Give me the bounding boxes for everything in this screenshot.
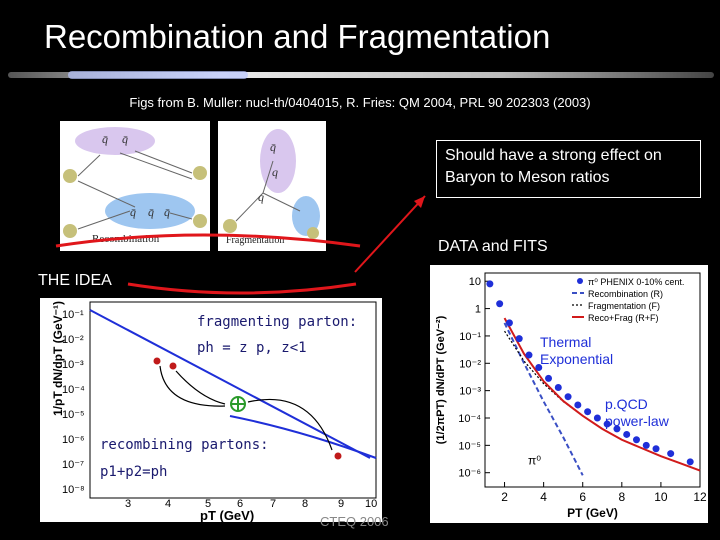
- chart-xlabel: PT (GeV): [567, 506, 618, 520]
- xtick: 8: [302, 498, 309, 510]
- recombining-formula: p1+p2=ph: [100, 464, 168, 480]
- ytick: 10⁻¹: [62, 309, 84, 321]
- data-point: [632, 436, 640, 444]
- data-point: [525, 351, 533, 359]
- legend-entry: Fragmentation (F): [588, 301, 660, 311]
- plot-frame: [484, 272, 701, 488]
- idea-plot: 1/pT dN/dpT (GeV⁻¹) 10⁻¹ 10⁻² 10⁻³ 10⁻⁴ …: [40, 298, 382, 523]
- ytick: 10⁻⁵: [62, 409, 85, 421]
- source-citation: Figs from B. Muller: nucl-th/0404015, R.…: [129, 95, 591, 110]
- data-point: [574, 401, 582, 409]
- xtick-label: 2: [501, 490, 508, 504]
- data-point: [652, 445, 660, 453]
- svg-text:1/pT dN/dpT (GeV⁻¹): 1/pT dN/dpT (GeV⁻¹): [51, 301, 65, 416]
- thermal-label: Thermal Exponential: [540, 334, 613, 367]
- recombination-diagram: q̄ q̄ q̄ q̄ q̄ Recombination: [60, 121, 210, 251]
- xtick: 9: [338, 498, 345, 510]
- data-point: [545, 374, 553, 382]
- ytick-label: 10⁻⁶: [458, 468, 481, 480]
- ytick: 10⁻⁷: [62, 459, 85, 471]
- ytick-label: 10⁻⁵: [458, 440, 481, 452]
- xtick: 6: [237, 498, 244, 510]
- ytick: 10⁻³: [62, 359, 84, 371]
- data-point: [554, 384, 562, 392]
- page-title: Recombination and Fragmentation: [44, 18, 551, 55]
- xtick: 10: [365, 498, 378, 510]
- svg-text:q̄: q̄: [102, 132, 108, 146]
- fragmentation-drawing: q̄ q q: [223, 129, 320, 239]
- xtick: 5: [205, 498, 212, 510]
- data-point: [564, 393, 572, 401]
- svg-text:q̄: q̄: [164, 205, 170, 219]
- svg-text:q̄: q̄: [130, 205, 136, 219]
- data-point: [515, 335, 523, 343]
- ytick-label: 1: [475, 304, 481, 316]
- chart-ylabel: (1/2πPT) dN/dPT (GeV⁻²): [435, 315, 447, 444]
- svg-text:q: q: [258, 190, 264, 204]
- xtick: 4: [165, 498, 172, 510]
- recombining-label: recombining partons:: [100, 437, 269, 453]
- data-point: [535, 364, 543, 372]
- data-point: [613, 425, 621, 433]
- pqcd-label: p.QCD power-law: [605, 396, 670, 429]
- xtick-label: 4: [540, 490, 547, 504]
- idea-plot-canvas: 1/pT dN/dpT (GeV⁻¹): [51, 301, 377, 499]
- fragmenting-formula: ph = z p, z<1: [197, 340, 307, 356]
- xtick: 7: [270, 498, 277, 510]
- the-idea-label: THE IDEA: [38, 272, 112, 289]
- svg-text:q̄: q̄: [148, 205, 154, 219]
- ytick: 10⁻⁶: [62, 434, 85, 446]
- data-point: [505, 319, 513, 327]
- recombination-drawing: q̄ q̄ q̄ q̄ q̄: [63, 127, 207, 238]
- ytick-label: 10⁻²: [459, 358, 481, 370]
- data-point: [593, 414, 601, 422]
- data-point: [642, 441, 650, 449]
- footer-text: CTEQ 2006: [320, 514, 389, 529]
- title-rule: [8, 71, 714, 79]
- ytick: 10⁻²: [62, 334, 84, 346]
- baryon-meson-callout: Should have a strong effect on Baryon to…: [436, 140, 701, 198]
- svg-text:q̄: q̄: [122, 132, 128, 146]
- data-and-fits-label: DATA and FITS: [438, 238, 548, 255]
- legend-marker: [577, 278, 583, 284]
- phenix-chart: 10 1 10⁻¹ 10⁻² 10⁻³ 10⁻⁴ 10⁻⁵ 10⁻⁶ 2 4 6 8 10 12 PT (G…: [430, 265, 708, 523]
- ytick-label: 10⁻³: [459, 386, 481, 398]
- pi0-annotation: π⁰: [528, 453, 541, 467]
- ytick-label: 10: [469, 276, 481, 288]
- series-line: [503, 317, 701, 472]
- svg-text:q: q: [272, 165, 278, 179]
- xtick: 3: [125, 498, 132, 510]
- data-point: [686, 458, 694, 466]
- data-point: [623, 430, 631, 438]
- fragmenting-label: fragmenting parton:: [197, 314, 358, 330]
- phenix-chart-canvas: 10 1 10⁻¹ 10⁻² 10⁻³ 10⁻⁴ 10⁻⁵ 10⁻⁶ 2 4 6 8 10 12 PT (G…: [435, 272, 707, 520]
- ytick: 10⁻⁸: [62, 484, 85, 496]
- fragmentation-diagram: q̄ q q Fragmentation: [218, 121, 326, 251]
- xtick-label: 8: [618, 490, 625, 504]
- fragmentation-caption: Fragmentation: [226, 235, 285, 246]
- ytick: 10⁻⁴: [62, 384, 85, 396]
- ytick-label: 10⁻⁴: [458, 413, 481, 425]
- data-point: [486, 280, 494, 288]
- idea-xlabel: pT (GeV): [200, 508, 255, 523]
- xtick-label: 10: [654, 490, 668, 504]
- legend-entry: Reco+Frag (R+F): [588, 313, 659, 323]
- svg-text:q̄: q̄: [270, 140, 276, 154]
- xtick-label: 6: [579, 490, 586, 504]
- xtick-label: 12: [693, 490, 707, 504]
- data-point: [603, 420, 611, 428]
- data-point: [584, 408, 592, 416]
- ytick-label: 10⁻¹: [459, 331, 481, 343]
- legend-entry: π⁰ PHENIX 0-10% cent.: [588, 277, 684, 287]
- data-point: [496, 300, 504, 308]
- data-point: [667, 450, 675, 458]
- legend-entry: Recombination (R): [588, 289, 663, 299]
